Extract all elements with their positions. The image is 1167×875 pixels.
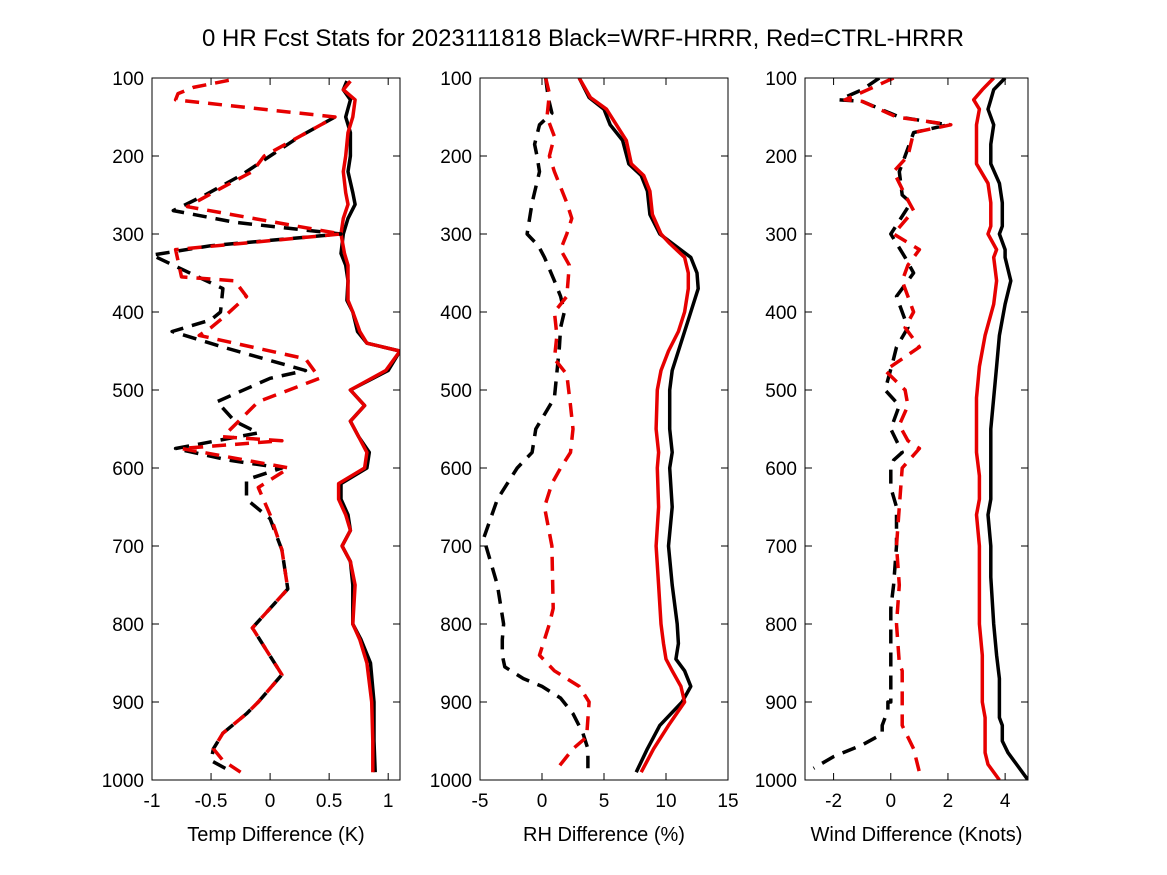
series-line-ctrl-dash [173,78,343,774]
y-tick-label: 700 [765,537,797,558]
y-tick-label: 1000 [755,771,797,792]
x-tick-label: 0 [885,791,896,812]
x-tick-label: 0.5 [316,791,342,812]
x-axis-label: RH Difference (%) [523,824,685,846]
axes-frame [804,77,1029,781]
temp-difference-panel: 100 200 300 400 500 600 700 800 900 1000-1 -0.5 0 0.… [102,69,401,846]
series-group [152,78,400,774]
series-group [481,78,700,774]
series-line-ctrl-solid [577,78,691,774]
x-tick-label: 5 [599,791,610,812]
axes-frame [151,77,401,781]
y-tick-label: 500 [765,381,797,402]
figure-title: 0 HR Fcst Stats for 2023111818 Black=WRF… [202,25,964,52]
series-line-ctrl-solid [971,78,1001,780]
rh-difference-panel: 100 200 300 400 500 600 700 800 900 1000-5 0 5 10 15 R… [430,69,739,846]
x-tick-label: 4 [1000,791,1011,812]
x-tick-label: 15 [717,791,738,812]
x-tick-label: -0.5 [195,791,228,812]
y-tick-label: 1000 [430,771,472,792]
y-tick-label: 1000 [102,771,144,792]
y-tick-label: 300 [765,225,797,246]
series-line-ctrl-solid [336,79,400,773]
y-tick-label: 700 [440,537,472,558]
series-group [812,78,1028,780]
y-tick-label: 200 [112,147,144,168]
x-tick-label: 2 [943,791,954,812]
y-tick-label: 300 [440,225,472,246]
y-tick-label: 400 [765,303,797,324]
y-tick-label: 300 [112,225,144,246]
y-tick-label: 900 [440,693,472,714]
x-tick-label: 0 [265,791,276,812]
x-axis-label: Wind Difference (Knots) [811,824,1023,846]
y-tick-label: 900 [112,693,144,714]
wind-difference-panel: 100 200 300 400 500 600 700 800 900 1000 -2 0 2 4 Wind… [755,69,1029,846]
y-tick-label: 800 [440,615,472,636]
y-tick-label: 400 [112,303,144,324]
y-tick-label: 800 [765,615,797,636]
y-tick-label: 900 [765,693,797,714]
series-line-wrf-solid [986,78,1028,780]
y-tick-label: 100 [765,69,797,90]
y-tick-label: 600 [765,459,797,480]
series-line-wrf-dash [481,78,590,769]
series-line-ctrl-dash [537,78,591,774]
x-tick-label: -1 [144,791,161,812]
y-tick-label: 200 [440,147,472,168]
y-tick-label: 500 [112,381,144,402]
x-axis-label: Temp Difference (K) [187,824,364,846]
y-tick-label: 800 [112,615,144,636]
x-tick-label: 10 [655,791,676,812]
x-tick-label: 0 [537,791,548,812]
y-tick-label: 100 [440,69,472,90]
series-line-wrf-dash [812,78,950,770]
x-tick-label: -2 [825,791,842,812]
y-tick-label: 600 [112,459,144,480]
x-tick-label: -5 [472,791,489,812]
y-tick-label: 400 [440,303,472,324]
series-line-ctrl-dash [843,78,953,773]
y-tick-label: 200 [765,147,797,168]
x-tick-label: 1 [383,791,394,812]
y-tick-label: 100 [112,69,144,90]
y-tick-label: 500 [440,381,472,402]
y-tick-label: 600 [440,459,472,480]
y-tick-label: 700 [112,537,144,558]
